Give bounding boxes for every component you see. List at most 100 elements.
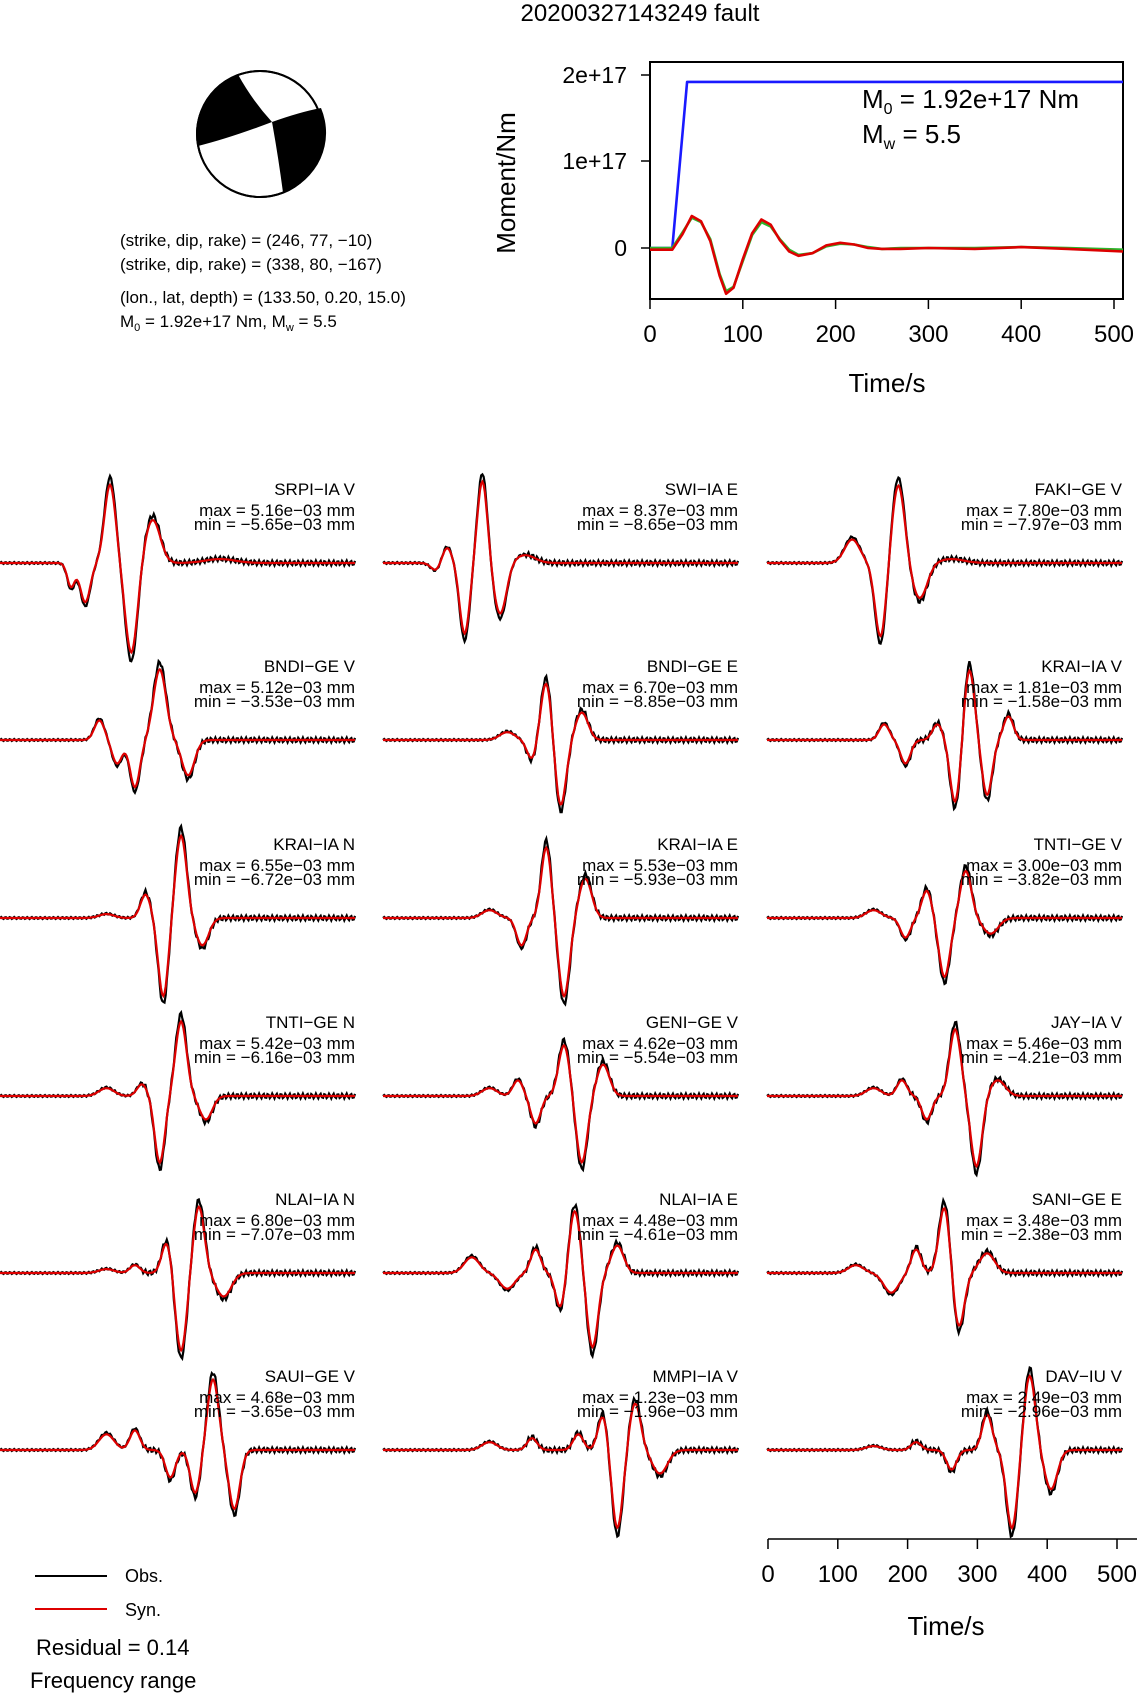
synthetic-trace — [0, 833, 355, 999]
waveform-xtick-label: 300 — [957, 1561, 997, 1588]
station-name: SRPI−IA V — [274, 480, 355, 499]
station-name: NLAI−IA E — [659, 1190, 738, 1209]
station-max: max = 4.68e−03 mm — [199, 1388, 355, 1407]
station-max: max = 7.80e−03 mm — [966, 501, 1122, 520]
station-min: min = −3.53e−03 mm — [194, 692, 355, 711]
station-name: TNTI−GE N — [266, 1013, 355, 1032]
mechanism-info: (strike, dip, rake) = (246, 77, −10) (st… — [120, 231, 406, 334]
station-min: min = −1.58e−03 mm — [961, 692, 1122, 711]
station-max: max = 5.42e−03 mm — [199, 1034, 355, 1053]
synthetic-trace — [767, 1374, 1122, 1531]
station-min: min = −3.65e−03 mm — [194, 1402, 355, 1421]
station-max: max = 4.48e−03 mm — [582, 1211, 738, 1230]
synthetic-trace — [383, 1043, 738, 1165]
moment-ytick-label: 2e+17 — [562, 62, 627, 88]
moment-mw-annotation: Mw = 5.5 — [862, 119, 961, 153]
station-max: max = 3.00e−03 mm — [966, 856, 1122, 875]
moment-y-ticks: 2e+17 1e+17 0 — [562, 62, 650, 261]
station-name: GENI−GE V — [646, 1013, 739, 1032]
station-max: max = 5.53e−03 mm — [582, 856, 738, 875]
moment-xtick-label: 200 — [816, 321, 856, 348]
station-name: BNDI−GE V — [264, 657, 356, 676]
moment-xlabel: Time/s — [848, 368, 925, 398]
mechanism-location: (lon., lat, depth) = (133.50, 0.20, 15.0… — [120, 288, 406, 307]
moment-ylabel: Moment/Nm — [491, 112, 521, 254]
waveform-xtick-label: 200 — [888, 1561, 928, 1588]
beachball-compressional-quadrant-1 — [196, 74, 272, 146]
moment-series-line-2 — [650, 214, 1124, 296]
station-name: KRAI−IA V — [1041, 657, 1122, 676]
station-min: min = −5.65e−03 mm — [194, 515, 355, 534]
station-max: max = 2.49e−03 mm — [966, 1388, 1122, 1407]
station-min: min = −4.61e−03 mm — [577, 1225, 738, 1244]
moment-xtick-label: 0 — [643, 321, 656, 348]
station-name: DAV−IU V — [1045, 1367, 1122, 1386]
station-name: BNDI−GE E — [647, 657, 738, 676]
synthetic-trace — [383, 479, 738, 636]
synthetic-trace — [0, 1205, 355, 1353]
synthetic-trace — [383, 1209, 738, 1350]
station-min: min = −1.96e−03 mm — [577, 1402, 738, 1421]
station-name: KRAI−IA N — [273, 835, 355, 854]
moment-ytick-label: 1e+17 — [562, 148, 627, 174]
legend: Obs. Syn. — [35, 1566, 163, 1620]
waveform-xtick-label: 100 — [818, 1561, 858, 1588]
station-max: max = 5.16e−03 mm — [199, 501, 355, 520]
station-name: TNTI−GE V — [1034, 835, 1123, 854]
station-max: max = 8.37e−03 mm — [582, 501, 738, 520]
waveform-xtick-label: 0 — [761, 1561, 774, 1588]
waveform-xtick-label: 500 — [1097, 1561, 1137, 1588]
mechanism-plane-1: (strike, dip, rake) = (246, 77, −10) — [120, 231, 372, 250]
station-name: NLAI−IA N — [275, 1190, 355, 1209]
station-min: min = −5.54e−03 mm — [577, 1048, 738, 1067]
synthetic-trace — [767, 1027, 1122, 1169]
moment-m0-annotation: M0 = 1.92e+17 Nm — [862, 84, 1079, 118]
synthetic-trace — [383, 1401, 738, 1530]
station-name: SANI−GE E — [1032, 1190, 1122, 1209]
station-name: KRAI−IA E — [657, 835, 738, 854]
station-max: max = 5.12e−03 mm — [199, 678, 355, 697]
synthetic-trace — [0, 1019, 355, 1165]
station-max: max = 1.23e−03 mm — [582, 1388, 738, 1407]
station-name: MMPI−IA V — [653, 1367, 739, 1386]
station-min: min = −6.72e−03 mm — [194, 870, 355, 889]
station-min: min = −8.85e−03 mm — [577, 692, 738, 711]
beachball-compressional-quadrant-2 — [272, 108, 327, 193]
moment-xtick-label: 300 — [908, 321, 948, 348]
station-max: max = 5.46e−03 mm — [966, 1034, 1122, 1053]
synthetic-trace — [0, 482, 355, 655]
moment-xtick-label: 500 — [1094, 321, 1134, 348]
station-min: min = −2.96e−03 mm — [961, 1402, 1122, 1421]
synthetic-trace — [0, 667, 355, 789]
station-name: SWI−IA E — [665, 480, 738, 499]
synthetic-trace — [0, 1377, 355, 1511]
station-min: min = −8.65e−03 mm — [577, 515, 738, 534]
station-max: max = 1.81e−03 mm — [966, 678, 1122, 697]
station-min: min = −7.97e−03 mm — [961, 515, 1122, 534]
station-min: min = −6.16e−03 mm — [194, 1048, 355, 1067]
station-max: max = 4.62e−03 mm — [582, 1034, 738, 1053]
station-name: FAKI−GE V — [1035, 480, 1123, 499]
mechanism-moment: M0 = 1.92e+17 Nm, Mw = 5.5 — [120, 312, 337, 334]
residual-text: Residual = 0.14 — [36, 1635, 190, 1660]
moment-xtick-label: 400 — [1001, 321, 1041, 348]
station-max: max = 6.80e−03 mm — [199, 1211, 355, 1230]
waveform-xtick-label: 400 — [1027, 1561, 1067, 1588]
